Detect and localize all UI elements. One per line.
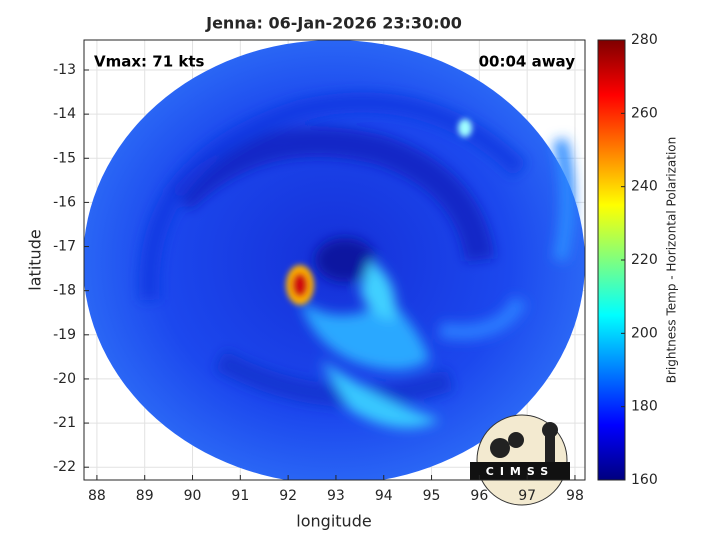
logo: CIMSS [470,414,570,506]
y-tick-label: -15 [53,150,76,166]
annotation: 00:04 away [479,53,576,71]
x-tick-label: 88 [88,488,106,504]
satellite-image [84,40,585,480]
y-tick-label: -22 [53,459,76,475]
x-tick-label: 95 [423,488,441,504]
colorbar-label: Brightness Temp - Horizontal Polarizatio… [665,137,679,384]
annotation: Vmax: 71 kts [94,53,204,71]
y-tick-label: -17 [53,239,76,255]
colorbar-tick-label: 220 [631,252,658,268]
x-axis-label: longitude [296,512,371,531]
colorbar [597,39,626,481]
x-tick-label: 91 [231,488,249,504]
plot-frame [83,39,586,481]
x-tick-label: 94 [375,488,393,504]
colorbar-tick-label: 260 [631,105,658,121]
x-tick-label: 93 [327,488,345,504]
x-tick-label: 89 [136,488,154,504]
y-tick-label: -18 [53,283,76,299]
y-tick-label: -16 [53,194,76,210]
x-tick-label: 96 [470,488,488,504]
y-tick-label: -20 [53,371,76,387]
y-tick-label: -21 [53,415,76,431]
chart-title: Jenna: 06-Jan-2026 23:30:00 [205,14,462,33]
y-axis-label: latitude [26,229,45,290]
x-tick-label: 92 [279,488,297,504]
colorbar-tick-label: 240 [631,179,658,195]
logo-text: CIMSS [486,465,554,478]
colorbar-tick-label: 180 [631,399,658,415]
colorbar-tick-label: 160 [631,472,658,488]
x-tick-label: 97 [518,488,536,504]
colorbar-tick-label: 280 [631,32,658,48]
colorbar-tick-label: 200 [631,325,658,341]
y-tick-label: -13 [53,62,76,78]
y-tick-label: -19 [53,327,76,343]
y-tick-label: -14 [53,106,76,122]
x-tick-label: 98 [566,488,584,504]
x-tick-label: 90 [184,488,202,504]
